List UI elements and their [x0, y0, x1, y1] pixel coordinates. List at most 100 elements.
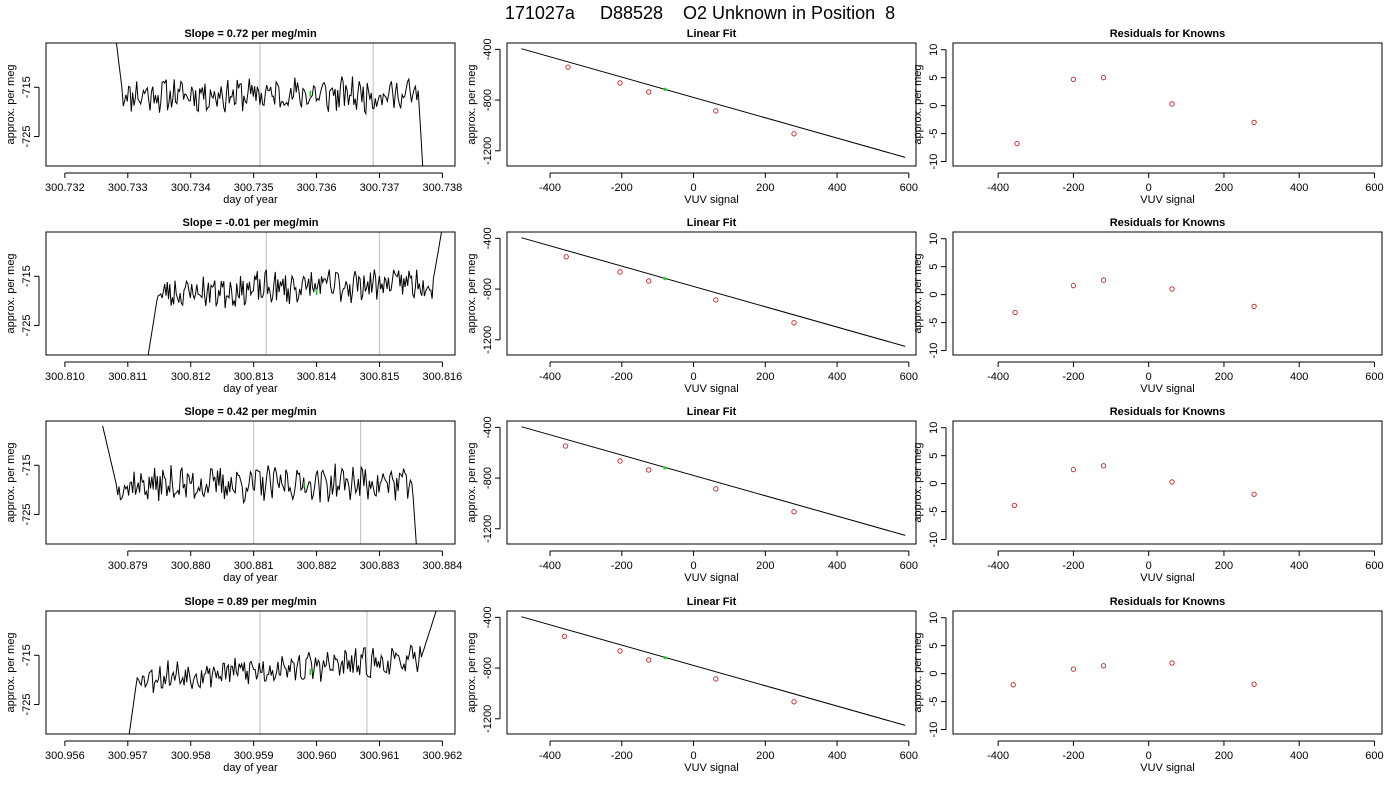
signal-trace	[115, 43, 424, 166]
y-tick-label: -5	[928, 697, 940, 707]
panel-fit-3: Linear Fit -400 -200 0 200 400 600 VUV signal -4…	[466, 406, 918, 584]
x-tick-label: 200	[756, 560, 774, 572]
x-axis-label: VUV signal	[684, 194, 738, 206]
x-tick-label: 400	[1290, 750, 1308, 762]
x-axis-label: VUV signal	[684, 383, 738, 395]
x-tick-label: 600	[1365, 182, 1383, 194]
panel-title: Linear Fit	[687, 217, 737, 229]
y-tick-label: -800	[482, 89, 494, 111]
y-tick-label: -725	[21, 125, 33, 147]
x-tick-label: -400	[539, 182, 561, 194]
x-tick-label: -200	[1062, 182, 1084, 194]
x-tick-label: -200	[1062, 560, 1084, 572]
x-tick-label: 200	[1215, 182, 1233, 194]
x-tick-label: 300.884	[423, 560, 463, 572]
residual-point	[1169, 286, 1175, 292]
y-axis-label: approx. per meg	[912, 632, 924, 712]
y-tick-label: -1200	[482, 326, 494, 354]
y-tick-label: -1200	[482, 137, 494, 165]
x-tick-label: 300.881	[234, 560, 274, 572]
known-point	[563, 254, 569, 260]
known-point	[617, 80, 623, 86]
y-axis-label: approx. per meg	[5, 442, 17, 522]
y-tick-label: -725	[21, 314, 33, 336]
panel-title: Linear Fit	[687, 406, 737, 418]
x-axis-label: VUV signal	[684, 762, 738, 774]
y-tick-label: 10	[928, 233, 940, 245]
y-tick-label: -800	[482, 467, 494, 489]
x-tick-label: 200	[756, 371, 774, 383]
x-tick-label: 600	[1365, 371, 1383, 383]
unknown-point	[663, 277, 667, 281]
y-tick-label: -5	[928, 507, 940, 517]
x-tick-label: 300.962	[423, 750, 463, 762]
known-point	[562, 443, 569, 449]
x-tick-label: 0	[1146, 371, 1152, 383]
panel-title: Slope = 0.72 per meg/min	[184, 28, 317, 40]
plot-area	[128, 611, 437, 734]
y-tick-label: -400	[482, 227, 494, 249]
panel-resid-2: Residuals for Knowns -400 -200 0 200 400 600 VU…	[912, 217, 1384, 395]
x-tick-label: 0	[690, 560, 696, 572]
panel-title: Residuals for Knowns	[1110, 596, 1226, 608]
y-tick-label: -400	[482, 606, 494, 628]
signal-trace	[128, 611, 437, 734]
x-tick-label: 400	[828, 750, 846, 762]
y-tick-label: 5	[928, 453, 940, 459]
known-point	[565, 64, 571, 70]
y-tick-label: 0	[928, 481, 940, 487]
known-point	[791, 699, 797, 705]
y-tick-label: 10	[928, 422, 940, 434]
x-tick-label: 200	[756, 750, 774, 762]
x-tick-label: 0	[690, 371, 696, 383]
y-tick-label: -10	[928, 154, 940, 170]
y-tick-label: -715	[21, 265, 33, 287]
y-tick-label: -715	[21, 644, 33, 666]
panel-time-4: Slope = 0.89 per meg/min 300.956 300.957 30…	[5, 596, 462, 774]
signal-trace	[102, 425, 417, 544]
residual-point	[1010, 682, 1016, 688]
y-tick-label: -10	[928, 722, 940, 738]
y-axis-label: approx. per meg	[466, 253, 478, 333]
x-tick-label: 400	[828, 182, 846, 194]
y-tick-label: 0	[928, 103, 940, 109]
plot-frame	[952, 42, 1383, 167]
plot-frame	[506, 610, 917, 735]
panel-resid-4: Residuals for Knowns -400 -200 0 200 400 600 VU…	[912, 596, 1384, 774]
x-tick-label: -400	[539, 750, 561, 762]
panel-title: Slope = 0.42 per meg/min	[184, 406, 317, 418]
plot-area	[115, 43, 424, 166]
residual-point	[1070, 466, 1077, 473]
x-tick-label: 400	[1290, 182, 1308, 194]
y-tick-label: -10	[928, 343, 940, 359]
panel-title: Residuals for Knowns	[1110, 28, 1226, 40]
residual-point	[1251, 303, 1257, 310]
known-point	[713, 676, 719, 682]
panel-title: Linear Fit	[687, 28, 737, 40]
x-tick-label: 400	[828, 560, 846, 572]
x-tick-label: 300.732	[45, 182, 85, 194]
known-point	[646, 278, 652, 284]
panel-fit-2: Linear Fit -400 -200 0 200 400 600 VUV signal -4…	[466, 217, 918, 395]
unknown-point	[663, 87, 667, 91]
x-tick-label: 200	[1215, 371, 1233, 383]
plot-frame	[952, 420, 1383, 545]
x-tick-label: 300.880	[171, 560, 211, 572]
y-tick-label: -1200	[482, 705, 494, 733]
x-tick-label: -400	[987, 560, 1009, 572]
x-tick-label: 300.811	[108, 371, 147, 383]
x-tick-label: 300.812	[171, 371, 211, 383]
x-tick-label: 0	[1146, 182, 1152, 194]
y-tick-label: -800	[482, 657, 494, 679]
y-axis-label: approx. per meg	[466, 632, 478, 712]
y-tick-label: -5	[928, 129, 940, 139]
x-tick-label: 300.958	[171, 750, 211, 762]
x-tick-label: 300.956	[45, 750, 85, 762]
x-tick-label: 300.810	[45, 371, 85, 383]
x-tick-label: 600	[900, 182, 918, 194]
fit-line	[521, 48, 906, 158]
panel-resid-3: Residuals for Knowns -400 -200 0 200 400 600 VU…	[912, 406, 1384, 584]
x-tick-label: -200	[1062, 750, 1084, 762]
x-tick-label: 200	[1215, 750, 1233, 762]
residual-point	[1070, 283, 1077, 289]
